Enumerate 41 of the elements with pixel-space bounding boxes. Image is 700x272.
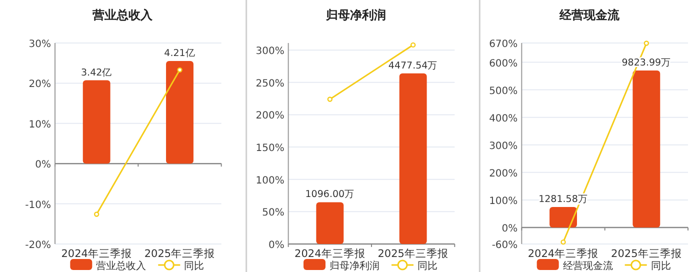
y-tick-label: 50% (262, 208, 284, 219)
y-tick-label: 100% (489, 196, 518, 207)
data-label: 4477.54万 (388, 60, 438, 72)
legend-label: 经营现金流 (562, 260, 613, 272)
y-tick-label: -60% (492, 240, 518, 251)
y-tick-label: 100% (256, 175, 284, 186)
x-tick-label: 2025年三季报 (144, 247, 216, 260)
data-label: 4.21亿 (164, 48, 196, 60)
y-tick-label: 500% (489, 86, 518, 97)
y-tick-label: 150% (256, 143, 284, 154)
y-tick-label: -20% (25, 240, 51, 251)
x-tick-label: 2025年三季报 (611, 247, 682, 260)
chart-title: 经营现金流 (558, 8, 620, 22)
y-tick-label: 600% (489, 58, 518, 70)
data-label: 1096.00万 (305, 189, 355, 200)
y-tick-label: 200% (256, 110, 284, 122)
y-tick-label: 200% (489, 168, 518, 180)
y-tick-label: 400% (489, 113, 518, 124)
y-tick-label: 0% (35, 160, 51, 171)
legend-label: 同比 (184, 260, 204, 272)
chart-title: 归母净利润 (325, 8, 386, 22)
x-tick-label: 2024年三季报 (294, 247, 366, 260)
y-tick-label: -10% (25, 200, 51, 211)
y-tick-label: 250% (256, 78, 284, 90)
y-tick-label: 0% (268, 240, 284, 251)
y-tick-label: 300% (256, 46, 284, 58)
x-tick-label: 2024年三季报 (528, 247, 599, 260)
y-tick-label: 30% (28, 39, 51, 50)
legend-label: 同比 (650, 260, 671, 272)
data-label: 3.42亿 (81, 67, 112, 78)
y-tick-label: 300% (489, 140, 518, 152)
y-tick-label: 10% (28, 119, 51, 130)
x-tick-label: 2025年三季报 (378, 247, 448, 260)
legend-label: 同比 (418, 260, 438, 272)
y-tick-label: 670% (489, 39, 518, 50)
x-tick-label: 2024年三季报 (61, 247, 132, 260)
chart-title: 营业总收入 (92, 8, 154, 22)
legend-label: 营业总收入 (96, 260, 146, 272)
y-tick-label: 20% (28, 79, 51, 90)
y-tick-label: 0% (502, 223, 518, 234)
legend-label: 归母净利润 (330, 260, 380, 272)
